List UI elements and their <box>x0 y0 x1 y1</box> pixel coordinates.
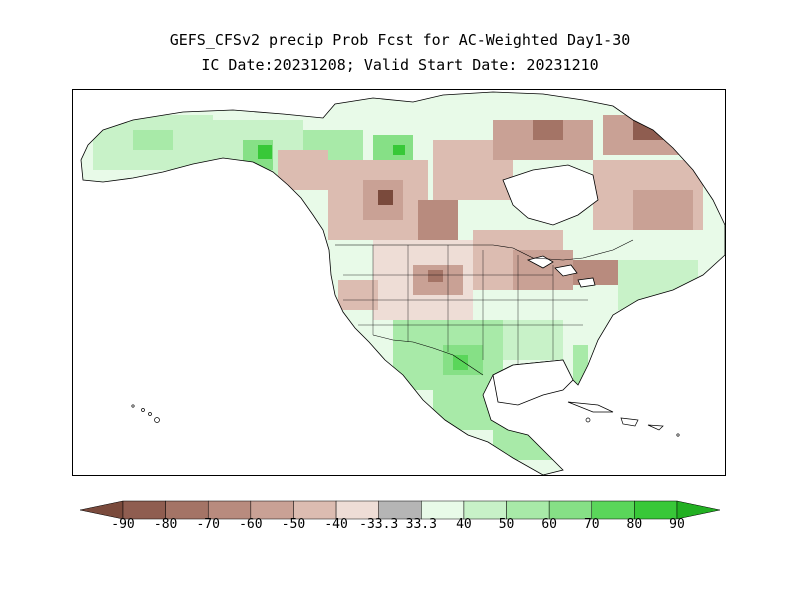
color-legend-bar <box>79 500 721 520</box>
legend-label: 80 <box>626 517 643 532</box>
us-mexico-border <box>372 334 484 376</box>
us-canada-border <box>335 239 634 261</box>
legend-label: 60 <box>541 517 557 532</box>
forecast-map <box>72 89 726 476</box>
great-lakes <box>526 255 596 288</box>
legend-label: -40 <box>324 517 348 532</box>
legend-arrow-high <box>676 500 721 520</box>
coastline <box>80 91 725 475</box>
legend-label: -33.3 <box>359 517 399 532</box>
legend-label: -60 <box>239 517 263 532</box>
legend-label: -90 <box>111 517 135 532</box>
legend-label: 40 <box>456 517 472 532</box>
probability-shading <box>93 115 703 460</box>
color-legend <box>79 500 721 520</box>
legend-label: -50 <box>281 517 306 532</box>
legend-label: -80 <box>153 517 178 532</box>
hudson-bay <box>502 164 599 226</box>
legend-label: 70 <box>583 517 600 532</box>
map-canvas <box>73 90 725 475</box>
map-title: GEFS_CFSv2 precip Prob Fcst for AC-Weigh… <box>169 31 631 49</box>
legend-label: 50 <box>498 517 515 532</box>
gulf-of-mexico <box>492 359 574 406</box>
legend-label: 33.3 <box>405 517 437 532</box>
map-subtitle: IC Date:20231208; Valid Start Date: 2023… <box>201 56 599 74</box>
hawaii-islands <box>131 404 160 423</box>
legend-label: 90 <box>669 517 685 532</box>
legend-label: -70 <box>196 517 220 532</box>
caribbean-islands <box>567 401 680 437</box>
state-boundaries <box>343 245 588 365</box>
